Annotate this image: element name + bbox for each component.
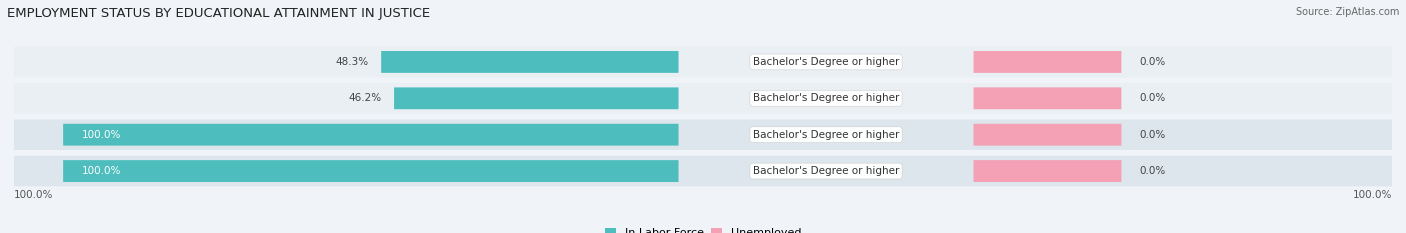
FancyBboxPatch shape bbox=[14, 156, 1392, 186]
Text: 0.0%: 0.0% bbox=[1140, 93, 1166, 103]
Text: 46.2%: 46.2% bbox=[349, 93, 382, 103]
Text: Bachelor's Degree or higher: Bachelor's Degree or higher bbox=[752, 57, 900, 67]
FancyBboxPatch shape bbox=[973, 124, 1122, 146]
FancyBboxPatch shape bbox=[63, 160, 679, 182]
Text: 100.0%: 100.0% bbox=[82, 166, 121, 176]
FancyBboxPatch shape bbox=[14, 47, 1392, 77]
Text: Bachelor's Degree or higher: Bachelor's Degree or higher bbox=[752, 130, 900, 140]
FancyBboxPatch shape bbox=[973, 87, 1122, 109]
Text: EMPLOYMENT STATUS BY EDUCATIONAL ATTAINMENT IN JUSTICE: EMPLOYMENT STATUS BY EDUCATIONAL ATTAINM… bbox=[7, 7, 430, 20]
Legend: In Labor Force, Unemployed: In Labor Force, Unemployed bbox=[600, 223, 806, 233]
Text: Bachelor's Degree or higher: Bachelor's Degree or higher bbox=[752, 93, 900, 103]
Text: 48.3%: 48.3% bbox=[336, 57, 368, 67]
FancyBboxPatch shape bbox=[973, 51, 1122, 73]
FancyBboxPatch shape bbox=[14, 119, 1392, 150]
FancyBboxPatch shape bbox=[14, 83, 1392, 114]
Text: Source: ZipAtlas.com: Source: ZipAtlas.com bbox=[1295, 7, 1399, 17]
FancyBboxPatch shape bbox=[973, 160, 1122, 182]
FancyBboxPatch shape bbox=[394, 87, 679, 109]
FancyBboxPatch shape bbox=[381, 51, 679, 73]
Text: 100.0%: 100.0% bbox=[1353, 190, 1392, 200]
Text: 0.0%: 0.0% bbox=[1140, 57, 1166, 67]
Text: 0.0%: 0.0% bbox=[1140, 130, 1166, 140]
FancyBboxPatch shape bbox=[63, 124, 679, 146]
Text: 100.0%: 100.0% bbox=[14, 190, 53, 200]
Text: 100.0%: 100.0% bbox=[82, 130, 121, 140]
Text: Bachelor's Degree or higher: Bachelor's Degree or higher bbox=[752, 166, 900, 176]
Text: 0.0%: 0.0% bbox=[1140, 166, 1166, 176]
